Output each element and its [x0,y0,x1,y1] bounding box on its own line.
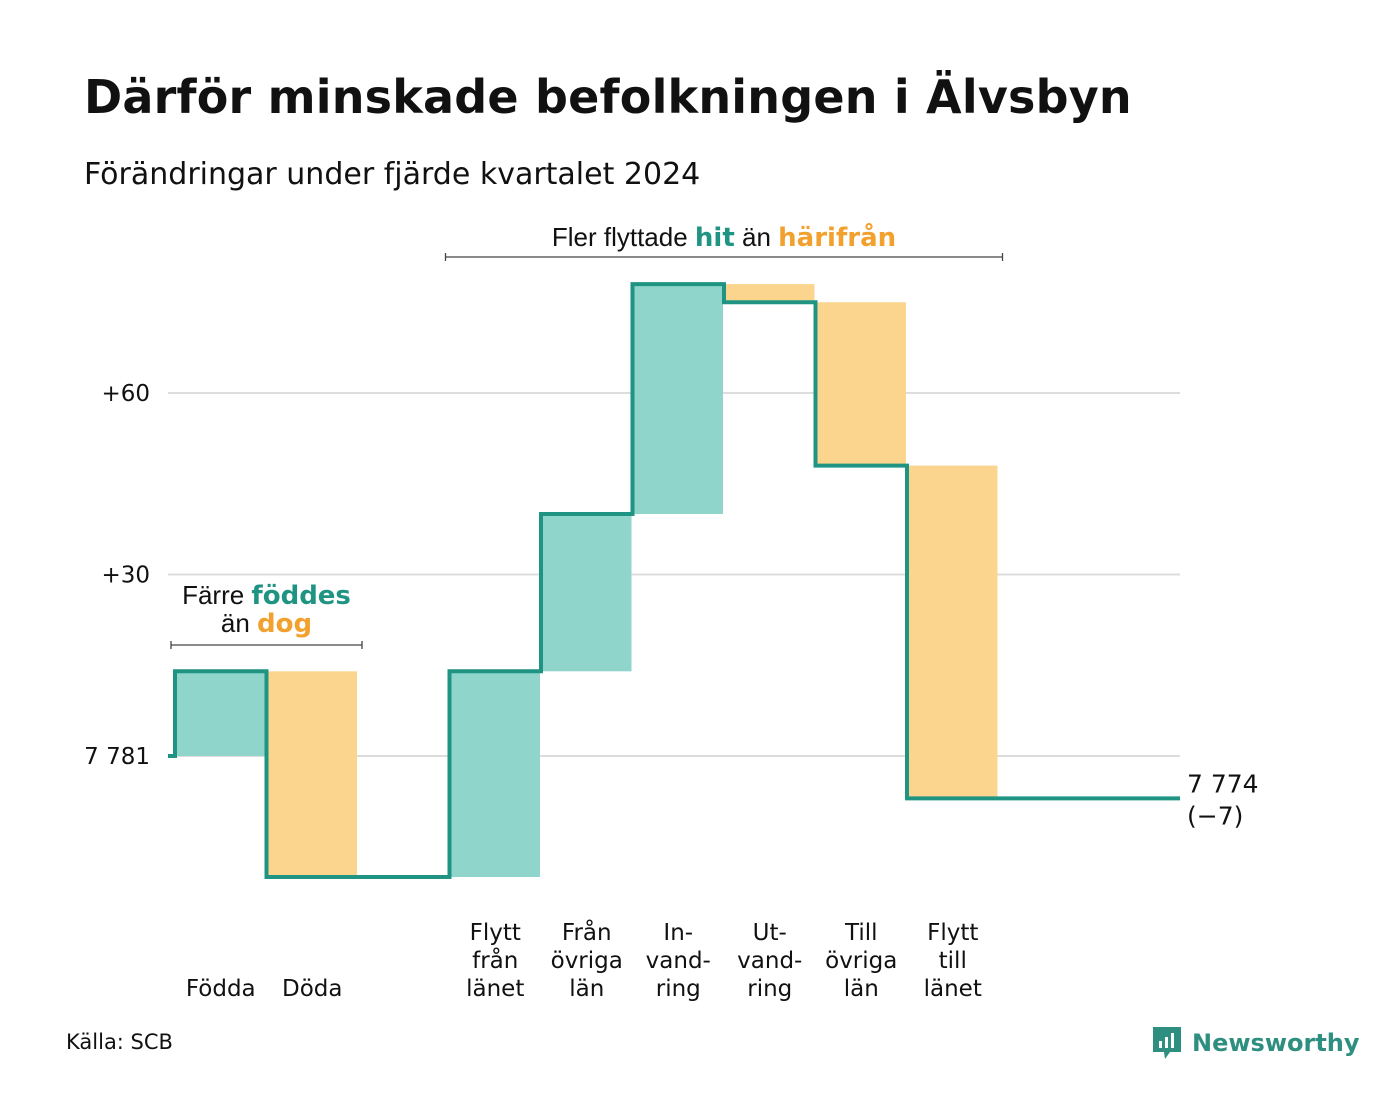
category-label: till [939,948,967,974]
annotation-part-teal: hit [695,223,735,253]
brand-name: Newsworthy [1192,1029,1360,1057]
category-label: ring [656,976,701,1002]
annotation-part-orange: dog [257,609,312,639]
source-note: Källa: SCB [66,1030,173,1054]
newsworthy-logo-icon [1153,1027,1181,1059]
annotation-part-plain: än [221,608,257,638]
annotation-part-plain: än [735,222,778,252]
category-label: län [569,976,604,1002]
end-change-label: (−7) [1187,801,1243,830]
annotation-part-orange: härifrån [778,221,896,253]
waterfall-bar [449,671,540,877]
category-label: övriga [551,948,623,974]
category-label: länet [466,976,524,1002]
category-label: länet [924,976,982,1002]
annotation-part-plain: Färre [182,580,251,610]
waterfall-bar [266,671,357,877]
category-label: från [472,946,518,974]
category-label: Ut- [753,920,787,946]
end-value-label: 7 774 [1187,769,1259,798]
category-label: vand- [646,948,711,974]
category-label: Från [562,918,612,946]
waterfall-bar [541,514,632,672]
annotation-births-deaths-line2: än dog [221,608,312,639]
category-label: län [844,976,879,1002]
category-label: vand- [737,948,802,974]
annotation-migration: Fler flyttade hit än härifrån [552,221,896,253]
category-label: Till [844,920,878,946]
category-label: In- [663,920,693,946]
waterfall-bar [724,284,815,303]
waterfall-bar [907,465,998,799]
annotation-births-deaths-line1: Färre föddes [182,580,351,611]
chart-subtitle: Förändringar under fjärde kvartalet 2024 [84,157,701,192]
y-tick-label: 7 781 [84,744,150,770]
annotation-part-teal: föddes [251,581,351,611]
category-label: ring [747,976,792,1002]
y-tick-label: +60 [101,381,150,407]
waterfall-bar [175,671,266,756]
category-label: övriga [825,948,897,974]
chart-title: Därför minskade befolkningen i Älvsbyn [84,70,1132,124]
annotation-part-plain: Fler flyttade [552,222,695,252]
category-label: Flytt [470,920,521,946]
category-label: Döda [282,976,342,1002]
category-label: Flytt [927,920,978,946]
waterfall-bar [815,302,906,466]
category-label: Födda [186,976,256,1002]
brand-logo: Newsworthy [1150,1024,1360,1062]
cumulative-step-line [168,282,1180,879]
waterfall-bar [632,284,723,514]
y-tick-label: +30 [101,563,150,589]
